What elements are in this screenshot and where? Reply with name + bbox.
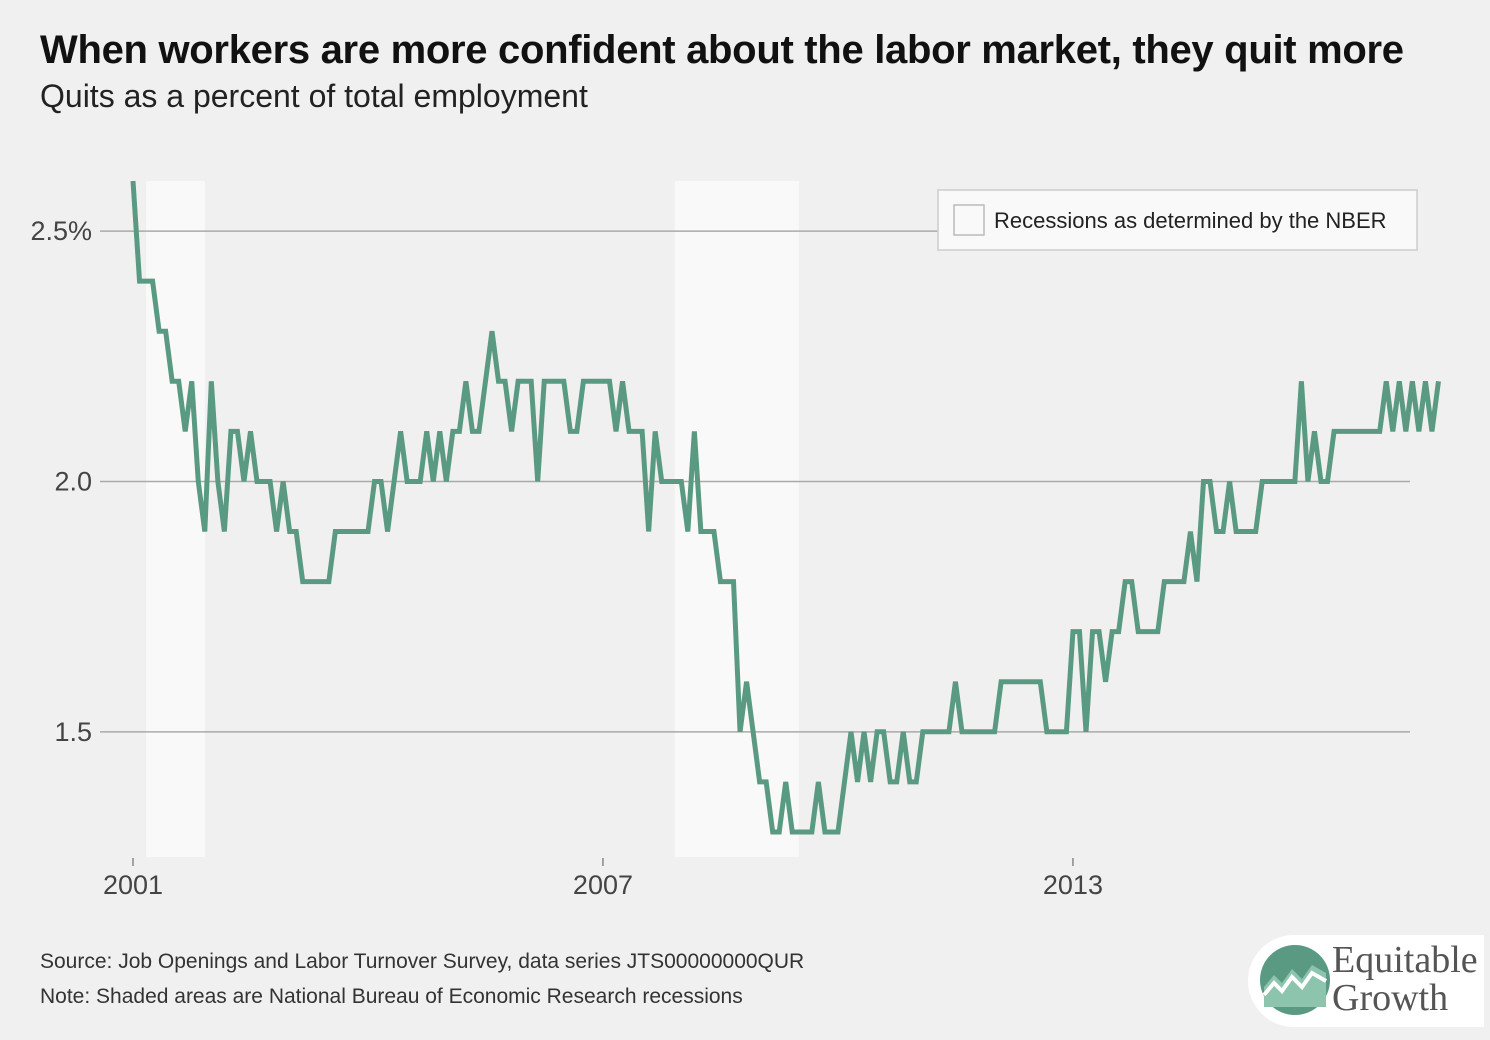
x-tick-label: 2013 (1043, 870, 1103, 900)
recession-band-2 (674, 181, 799, 857)
growth-chart-icon (1260, 945, 1330, 1015)
legend-label: Recessions as determined by the NBER (994, 208, 1387, 233)
source-note: Source: Job Openings and Labor Turnover … (40, 950, 805, 973)
logo-line-1: Equitable (1332, 939, 1478, 981)
logo-line-2: Growth (1332, 977, 1449, 1019)
logo-wordmark: Equitable Growth (1332, 941, 1478, 1017)
legend-box (937, 189, 1418, 251)
x-tick-label: 2001 (103, 870, 163, 900)
chart-title: When workers are more confident about th… (40, 28, 1404, 72)
x-tick-label: 2007 (573, 870, 633, 900)
footnote: Note: Shaded areas are National Bureau o… (40, 985, 743, 1008)
chart-subtitle: Quits as a percent of total employment (40, 78, 588, 114)
legend: Recessions as determined by the NBER (937, 189, 1418, 251)
legend-swatch (953, 204, 985, 236)
quits-series-line (130, 180, 1441, 835)
y-tick-label: 1.5 (54, 717, 92, 747)
y-tick-label: 2.0 (54, 466, 92, 496)
equitable-growth-logo[interactable]: Equitable Growth (1248, 935, 1484, 1027)
y-tick-label: 2.5% (30, 216, 92, 246)
quits-line-chart: 2.5% 2.0 1.5 2001 2007 2013 Recessions as de… (30, 180, 1441, 900)
